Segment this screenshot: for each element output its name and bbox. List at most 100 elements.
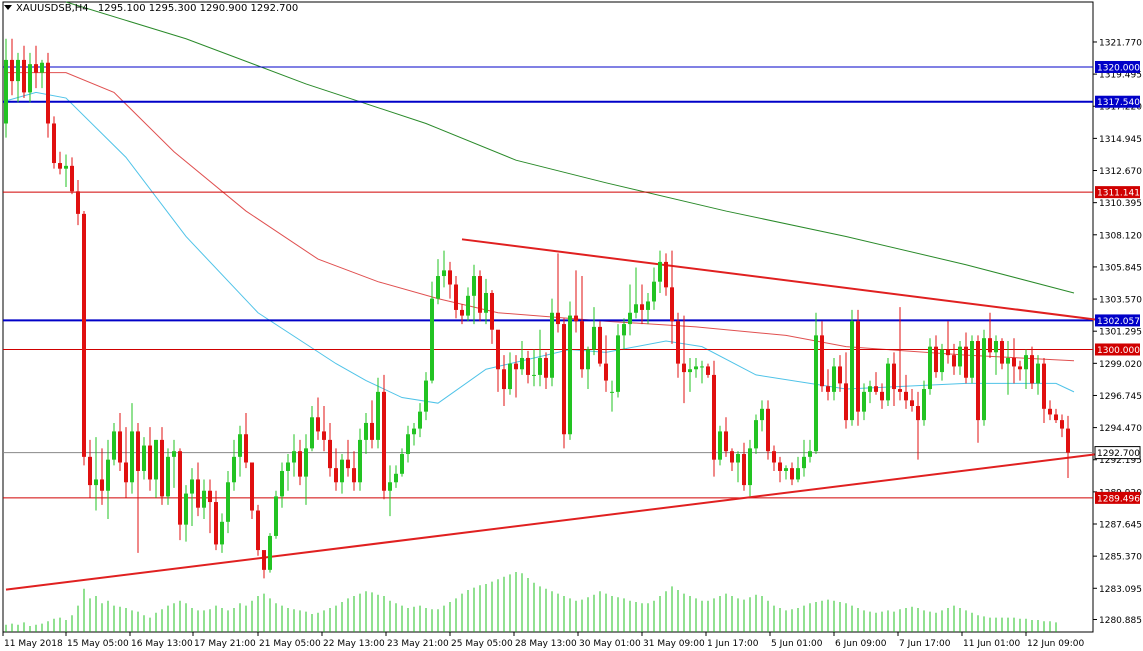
candle-body (28, 64, 32, 93)
candle-body (22, 59, 26, 93)
y-tick-label: 1296.745 (1099, 392, 1142, 402)
candle-body (916, 405, 920, 421)
level-price-label: 1320.000 (1095, 60, 1140, 73)
candle (370, 400, 374, 449)
candle (748, 439, 752, 497)
quote-values: 1295.100 1295.300 1290.900 1292.700 (97, 3, 299, 14)
candle (940, 343, 944, 381)
candle (70, 157, 74, 195)
y-tick-label: 1310.395 (1099, 199, 1142, 209)
level-price-label: 1300.000 (1095, 343, 1140, 356)
candle-body (40, 62, 44, 73)
x-tick-label: 15 May 05:00 (67, 639, 129, 649)
y-tick-label: 1305.845 (1099, 263, 1142, 273)
candle-body (472, 276, 476, 296)
candle (724, 417, 728, 457)
candle (994, 335, 998, 375)
candle (238, 425, 242, 477)
candle-body (334, 468, 338, 483)
candle-body (406, 434, 410, 455)
candle (136, 422, 140, 553)
candle (628, 284, 632, 336)
candle-body (118, 431, 122, 463)
candle-body (526, 357, 530, 375)
candle-body (1054, 414, 1058, 421)
candle-body (952, 355, 956, 367)
candle-body (850, 321, 854, 421)
x-tick-label: 25 May 05:00 (451, 639, 513, 649)
candle (256, 504, 260, 556)
candle (832, 357, 836, 401)
candle (700, 360, 704, 384)
candle-body (400, 454, 404, 474)
candle (1042, 357, 1046, 423)
candle-body (1024, 355, 1028, 370)
candle-body (490, 292, 494, 330)
candle-body (124, 462, 128, 483)
level-price-label: 1302.057 (1095, 314, 1140, 327)
candle (364, 413, 368, 455)
candle-body (754, 420, 758, 449)
candle (310, 405, 314, 452)
candle (574, 270, 578, 333)
candle (442, 250, 446, 288)
candle-body (94, 479, 98, 486)
candle-body (154, 439, 158, 480)
x-tick-label: 22 May 13:00 (323, 639, 385, 649)
candle-body (382, 391, 386, 491)
candle (178, 448, 182, 541)
candle-body (280, 470, 284, 497)
candle (928, 338, 932, 395)
candle-body (328, 439, 332, 469)
candle-body (166, 456, 170, 497)
candle-body (436, 276, 440, 299)
candle (598, 321, 602, 367)
candle-body (856, 321, 860, 412)
current-price-text: 1292.700 (1097, 449, 1140, 459)
x-tick-label: 17 May 21:00 (194, 639, 256, 649)
candle (670, 250, 674, 344)
candle-body (796, 468, 800, 480)
candle-body (712, 374, 716, 460)
candle-body (496, 329, 500, 370)
candle (334, 448, 338, 491)
candle-body (628, 312, 632, 325)
volume-bars (5, 572, 1057, 632)
candle-body (238, 434, 242, 457)
candle-body (1018, 366, 1022, 370)
candle (100, 448, 104, 505)
candle (550, 298, 554, 387)
dropdown-triangle-icon[interactable] (4, 5, 12, 10)
candle (706, 363, 710, 378)
candle-body (16, 59, 20, 82)
candle-body (610, 391, 614, 393)
candle-body (748, 448, 752, 486)
candle (508, 352, 512, 395)
candle (94, 437, 98, 511)
y-axis: 1321.770 1319.495 1317.220 1314.945 1312.670… (1093, 38, 1142, 626)
candle-body (88, 456, 92, 486)
candle (964, 332, 968, 384)
candle (160, 427, 164, 505)
candle-body (220, 521, 224, 545)
candle (304, 434, 308, 505)
candle-body (394, 473, 398, 483)
candle-body (646, 301, 650, 310)
candle-body (316, 417, 320, 432)
candle (562, 318, 566, 449)
candle-body (898, 389, 902, 392)
candle (436, 259, 440, 305)
candle (274, 490, 278, 539)
candle-body (766, 408, 770, 452)
candle-body (142, 445, 146, 471)
candle (868, 380, 872, 404)
candle (52, 116, 56, 169)
candle (676, 312, 680, 378)
candle (1054, 408, 1058, 423)
y-tick-label: 1301.295 (1099, 328, 1142, 338)
candle (922, 380, 926, 426)
candle-body (814, 335, 818, 452)
level-price-box (1095, 186, 1140, 199)
